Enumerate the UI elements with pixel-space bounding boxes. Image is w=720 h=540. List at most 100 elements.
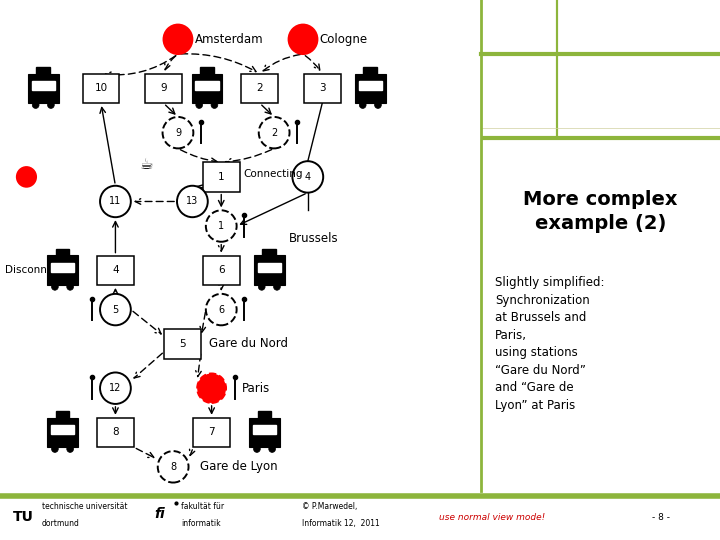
FancyBboxPatch shape [192,73,222,103]
FancyBboxPatch shape [254,255,284,285]
Polygon shape [37,67,50,75]
Circle shape [163,24,192,54]
Circle shape [206,294,237,325]
Polygon shape [55,249,69,257]
Circle shape [359,102,366,109]
Text: Cologne: Cologne [320,33,368,46]
FancyBboxPatch shape [83,74,120,103]
Text: Gare du Nord: Gare du Nord [210,338,288,350]
Polygon shape [262,249,276,257]
Text: 10: 10 [94,84,107,93]
FancyBboxPatch shape [145,74,182,103]
Text: Brussels: Brussels [289,232,338,245]
FancyBboxPatch shape [28,73,58,103]
FancyBboxPatch shape [481,0,720,138]
Text: Informatik 12,  2011: Informatik 12, 2011 [302,519,380,528]
Text: 5: 5 [179,339,186,349]
Polygon shape [258,263,281,272]
Text: 6: 6 [218,305,225,315]
FancyBboxPatch shape [355,73,386,103]
Text: use normal view mode!: use normal view mode! [439,513,546,522]
FancyBboxPatch shape [194,418,230,447]
Polygon shape [50,263,74,272]
Circle shape [100,294,131,325]
Circle shape [67,446,73,453]
Circle shape [206,210,237,242]
Text: ☕: ☕ [140,157,153,172]
FancyBboxPatch shape [164,329,201,359]
Text: fakultät für: fakultät für [181,502,225,511]
Text: TU: TU [13,510,34,524]
Polygon shape [200,67,214,75]
Text: 3: 3 [319,84,325,93]
Circle shape [32,102,39,109]
Text: informatik: informatik [181,519,221,528]
Text: technische universität: technische universität [42,502,127,511]
Circle shape [196,102,202,109]
Text: 11: 11 [109,197,122,206]
Text: Disconnecting: Disconnecting [5,265,79,275]
Text: 1: 1 [218,221,225,231]
Text: 2: 2 [271,127,277,138]
Circle shape [100,186,131,217]
FancyBboxPatch shape [97,255,134,285]
Text: Connecting: Connecting [243,170,302,179]
Polygon shape [55,411,69,419]
Text: © P.Marwedel,: © P.Marwedel, [302,502,358,511]
Circle shape [269,446,276,453]
Text: 4: 4 [112,265,119,275]
FancyBboxPatch shape [48,255,78,285]
Polygon shape [258,411,271,419]
Polygon shape [32,81,55,90]
FancyBboxPatch shape [203,162,240,192]
Text: Slightly simplified:
Synchronization
at Brussels and
Paris,
using stations
“Gare: Slightly simplified: Synchronization at … [495,276,605,411]
Text: 9: 9 [161,84,167,93]
Text: dortmund: dortmund [42,519,80,528]
Text: 13: 13 [186,197,199,206]
Text: 2: 2 [256,84,263,93]
Circle shape [253,446,261,453]
Text: 5: 5 [112,305,119,315]
Polygon shape [253,425,276,434]
Text: 8: 8 [170,462,176,472]
Circle shape [48,102,54,109]
Circle shape [177,186,208,217]
Polygon shape [50,425,74,434]
Text: Gare de Lyon: Gare de Lyon [199,460,277,474]
FancyBboxPatch shape [203,255,240,285]
Circle shape [158,451,189,483]
FancyBboxPatch shape [97,418,134,447]
Circle shape [292,161,323,193]
Circle shape [67,284,73,290]
Text: Paris: Paris [241,382,270,395]
Circle shape [197,374,226,403]
Text: 6: 6 [218,265,225,275]
Circle shape [274,284,280,290]
FancyBboxPatch shape [241,74,278,103]
Text: 1: 1 [218,172,225,182]
Text: 7: 7 [208,428,215,437]
Text: Amsterdam: Amsterdam [195,33,264,46]
FancyBboxPatch shape [249,417,280,447]
Polygon shape [359,81,382,90]
Text: 9: 9 [175,127,181,138]
Text: - 8 -: - 8 - [652,513,670,522]
Circle shape [258,284,265,290]
FancyBboxPatch shape [304,74,341,103]
Circle shape [258,117,289,148]
Text: More complex
example (2): More complex example (2) [523,190,678,233]
Circle shape [52,284,58,290]
Polygon shape [364,67,377,75]
Circle shape [289,24,318,54]
Text: 4: 4 [305,172,311,182]
Text: 8: 8 [112,428,119,437]
Circle shape [100,373,131,404]
Text: 12: 12 [109,383,122,393]
Circle shape [52,446,58,453]
Polygon shape [195,81,219,90]
FancyBboxPatch shape [48,417,78,447]
Circle shape [374,102,382,109]
Circle shape [16,166,37,188]
Text: fi: fi [155,507,166,521]
Circle shape [163,117,194,148]
